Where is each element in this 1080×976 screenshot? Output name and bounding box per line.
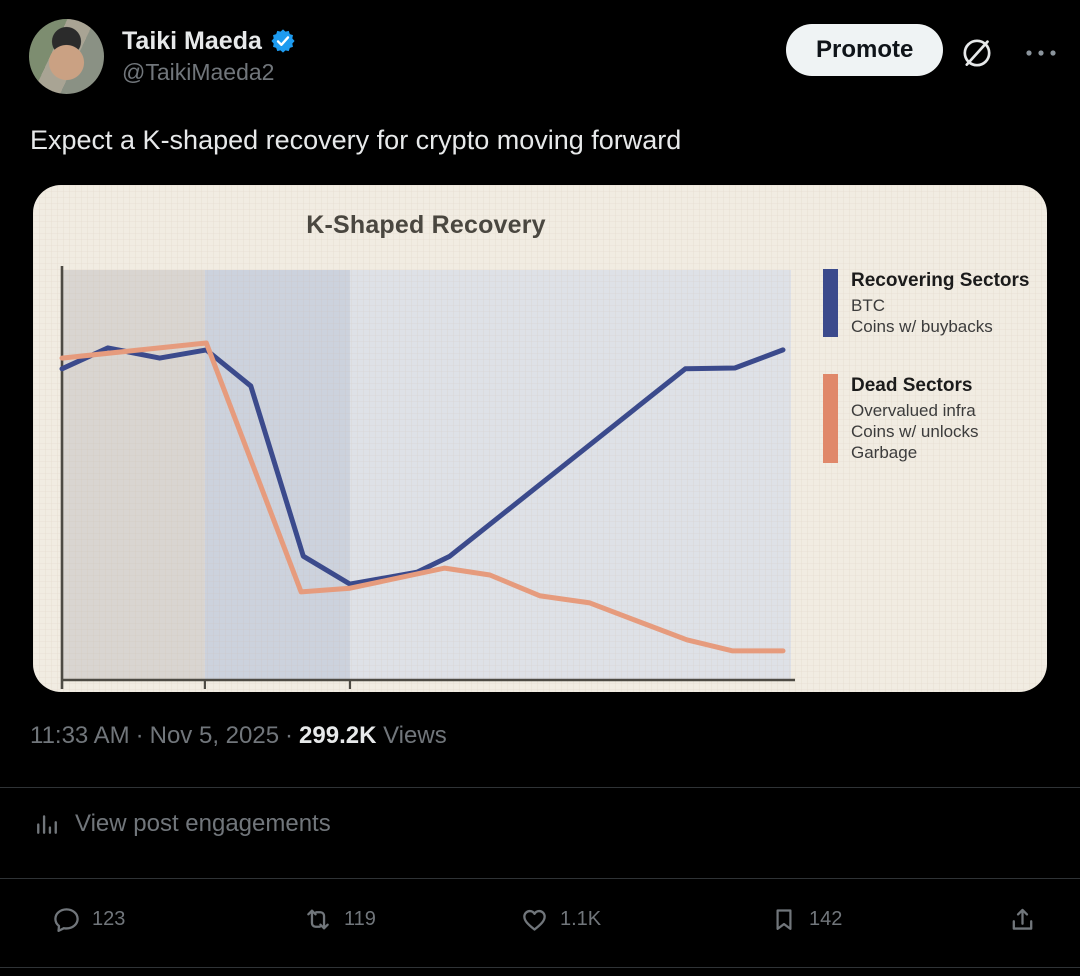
display-name[interactable]: Taiki Maeda	[122, 27, 262, 55]
promote-label: Promote	[816, 36, 914, 63]
like-count: 1.1K	[560, 908, 602, 930]
chart-media[interactable]: K-Shaped Recovery Recovering Sectors BTC…	[33, 185, 1047, 692]
post-text: Expect a K-shaped recovery for crypto mo…	[30, 125, 682, 155]
legend-item: Garbage	[851, 443, 918, 462]
bookmark-count: 142	[809, 908, 843, 930]
reply-button[interactable]: 123	[52, 905, 125, 934]
chart-legend: Recovering Sectors BTC Coins w/ buybacks…	[823, 269, 1029, 463]
bookmark-button[interactable]: 142	[770, 905, 842, 934]
bookmark-icon	[776, 909, 792, 930]
time: 11:33 AM	[30, 722, 130, 749]
bar-chart-icon	[37, 815, 57, 834]
reply-count: 123	[92, 908, 126, 930]
divider	[0, 967, 1080, 968]
legend-swatch-orange	[823, 374, 838, 463]
like-button[interactable]: 1.1K	[520, 905, 601, 934]
repost-button[interactable]: 119	[303, 905, 376, 934]
repost-count: 119	[344, 908, 376, 930]
verified-badge-icon	[271, 29, 295, 53]
date: Nov 5, 2025	[149, 722, 280, 749]
view-engagements-link[interactable]: View post engagements	[33, 810, 331, 838]
views-label: Views	[383, 722, 447, 749]
legend-swatch-blue	[823, 269, 838, 337]
legend-item: BTC	[851, 296, 885, 315]
divider	[0, 787, 1080, 788]
divider	[0, 878, 1080, 879]
views-count: 299.2K	[299, 722, 377, 749]
legend-title: Dead Sectors	[851, 375, 973, 396]
reply-icon	[54, 908, 79, 933]
handle[interactable]: @TaikiMaeda2	[122, 59, 275, 85]
legend-entry-dead: Dead Sectors Overvalued infra Coins w/ u…	[823, 374, 1029, 463]
heart-icon	[523, 909, 546, 931]
legend-item: Overvalued infra	[851, 401, 976, 420]
share-button[interactable]	[1008, 905, 1037, 934]
share-icon	[1012, 908, 1033, 930]
more-icon[interactable]	[1022, 40, 1062, 66]
author-block: Taiki Maeda @TaikiMaeda2	[122, 26, 296, 87]
repost-icon	[307, 909, 329, 930]
promote-button[interactable]: Promote	[786, 24, 944, 76]
legend-item: Coins w/ buybacks	[851, 317, 993, 336]
chart-canvas	[33, 185, 1047, 692]
legend-entry-recovering: Recovering Sectors BTC Coins w/ buybacks	[823, 269, 1029, 337]
legend-title: Recovering Sectors	[851, 270, 1030, 291]
dot-separator: ·	[135, 722, 144, 749]
grok-icon[interactable]	[960, 36, 994, 70]
legend-item: Coins w/ unlocks	[851, 422, 979, 441]
chart-title: K-Shaped Recovery	[306, 211, 546, 239]
avatar[interactable]	[29, 19, 104, 94]
view-engagements-label: View post engagements	[75, 810, 331, 837]
dot-separator: ·	[285, 722, 294, 749]
timestamp-row: 11:33 AM · Nov 5, 2025 · 299.2K Views	[30, 722, 447, 750]
